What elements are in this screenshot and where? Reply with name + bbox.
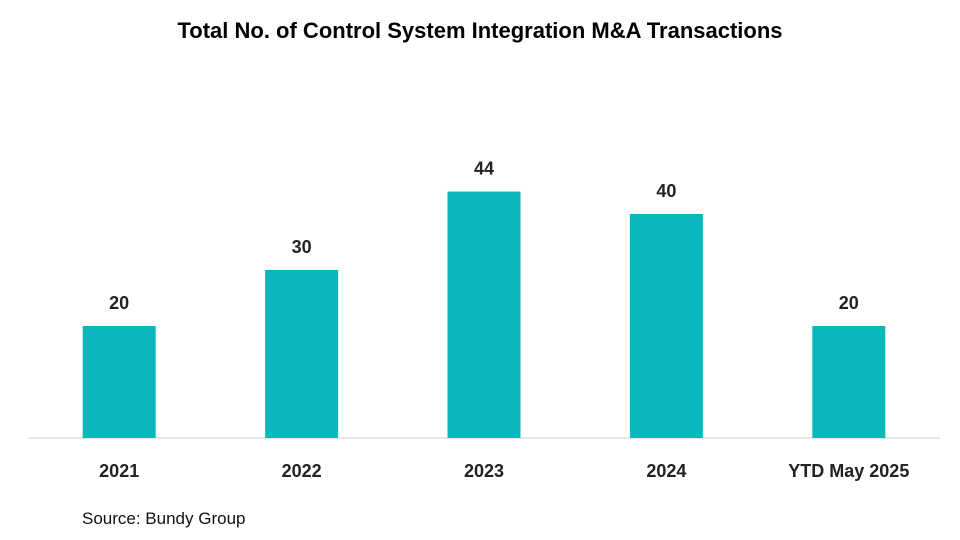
data-label: 30	[292, 237, 312, 257]
data-label: 40	[656, 181, 676, 201]
bar-2023	[447, 191, 521, 438]
bar-2024	[629, 214, 703, 438]
x-tick-label: 2021	[99, 461, 139, 481]
x-tick-label: 2022	[282, 461, 322, 481]
bar-2022	[265, 270, 339, 438]
data-label: 44	[474, 159, 494, 179]
x-tick-label: 2024	[646, 461, 686, 481]
bar-2021	[82, 326, 156, 438]
data-label: 20	[839, 293, 859, 313]
chart-title: Total No. of Control System Integration …	[177, 18, 783, 43]
data-label: 20	[109, 293, 129, 313]
bar-ytd-may-2025	[812, 326, 886, 438]
x-tick-label: 2023	[464, 461, 504, 481]
x-tick-label: YTD May 2025	[788, 461, 909, 481]
source-note: Source: Bundy Group	[82, 509, 246, 528]
